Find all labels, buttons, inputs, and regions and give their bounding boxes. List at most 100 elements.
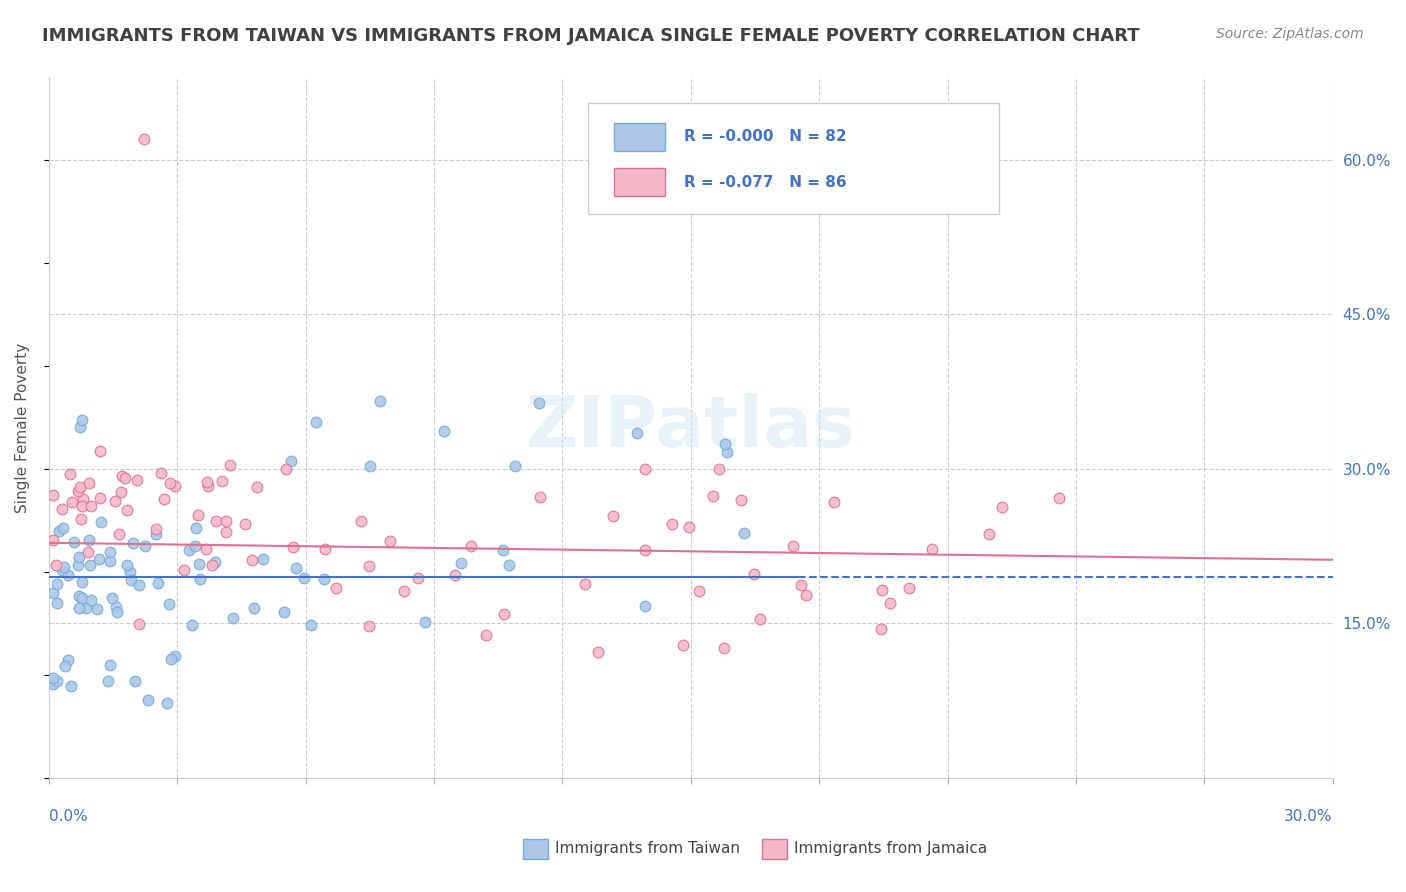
Point [187,508,209,522]
Point [51,501,73,516]
Text: IMMIGRANTS FROM TAIWAN VS IMMIGRANTS FROM JAMAICA SINGLE FEMALE POVERTY CORRELAT: IMMIGRANTS FROM TAIWAN VS IMMIGRANTS FRO… [42,27,1140,45]
Point [242,601,264,615]
Point [879,596,901,610]
Point [475,628,498,642]
Point [991,500,1014,515]
Point [602,508,624,523]
Point [42,677,65,691]
Point [378,534,401,549]
Point [870,622,893,636]
Point [314,542,336,557]
Point [688,584,710,599]
Point [70,413,93,427]
Point [145,522,167,536]
Point [626,425,648,440]
Point [181,618,204,632]
Point [246,480,269,494]
Point [98,544,121,558]
Point [69,420,91,434]
Point [115,503,138,517]
Point [215,525,238,540]
Point [70,512,93,526]
Point [122,536,145,550]
Point [222,611,245,625]
Point [159,476,181,491]
Point [671,638,693,652]
Point [529,490,551,504]
Point [304,415,326,429]
Point [312,572,335,586]
Point [72,591,94,605]
FancyBboxPatch shape [614,169,665,196]
Point [90,516,112,530]
Point [46,577,69,591]
Point [325,581,347,595]
Point [173,563,195,577]
Text: 0.0%: 0.0% [49,809,87,824]
Point [898,582,921,596]
Point [66,483,89,498]
Point [201,558,224,573]
Point [498,558,520,573]
Point [80,499,103,513]
Point [205,514,228,528]
Point [108,527,131,541]
Point [748,612,770,626]
Point [101,591,124,605]
Point [977,526,1000,541]
Point [494,607,516,622]
Point [368,394,391,409]
Text: ZIPatlas: ZIPatlas [526,393,856,462]
Point [60,494,83,508]
Point [492,543,515,558]
Point [45,596,67,610]
Point [89,444,111,458]
Point [730,492,752,507]
Point [782,540,804,554]
Point [118,565,141,579]
Point [42,533,65,548]
Point [359,458,381,473]
Point [292,571,315,585]
Point [79,558,101,572]
Point [62,534,84,549]
Point [114,471,136,485]
Point [160,652,183,666]
Point [394,584,416,599]
Point [233,516,256,531]
Point [252,552,274,566]
Point [714,437,737,451]
Point [77,476,100,491]
Point [211,475,233,489]
Point [195,475,218,489]
Point [709,462,731,476]
Point [53,659,76,673]
Point [280,454,302,468]
Point [921,542,943,557]
Point [128,617,150,632]
Point [97,673,120,688]
Point [128,578,150,592]
Point [104,494,127,508]
Point [132,132,155,146]
Point [702,489,724,503]
Point [42,488,65,502]
Point [218,458,240,472]
Point [574,577,596,591]
Point [357,558,380,573]
Text: R = -0.077   N = 86: R = -0.077 N = 86 [685,175,846,190]
Point [56,652,79,666]
Point [350,514,373,528]
Point [145,526,167,541]
Text: Immigrants from Jamaica: Immigrants from Jamaica [794,841,987,856]
Point [67,558,90,572]
Point [678,519,700,533]
Point [105,605,128,619]
Point [197,479,219,493]
Point [824,494,846,508]
Point [406,571,429,585]
Point [281,540,304,554]
Point [357,619,380,633]
Point [56,567,79,582]
Point [661,516,683,531]
